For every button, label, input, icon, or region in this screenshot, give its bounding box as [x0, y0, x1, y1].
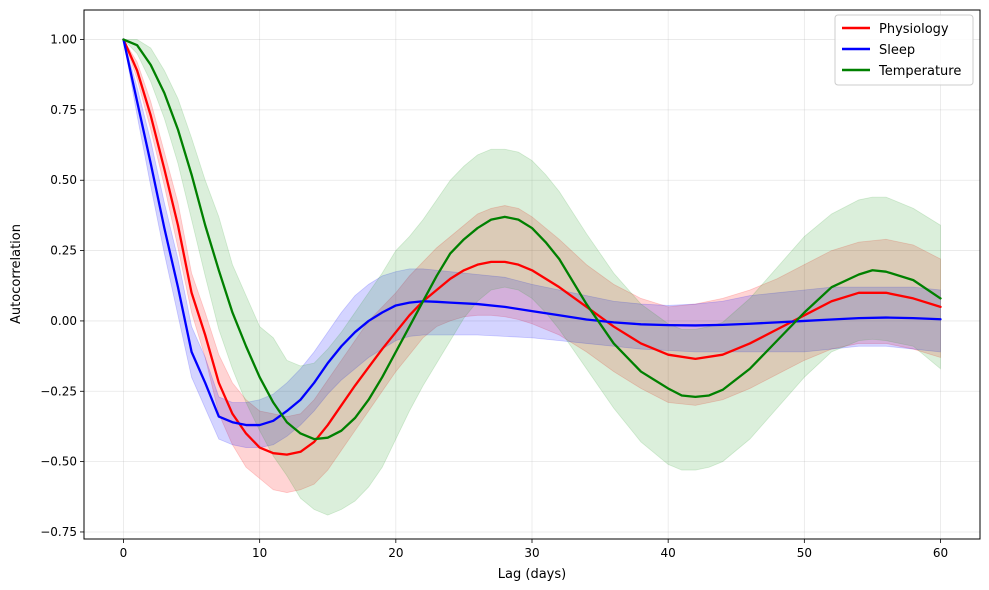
y-tick-label: 0.25 [50, 244, 77, 258]
legend-label-sleep: Sleep [879, 43, 915, 58]
x-tick-label: 20 [388, 546, 403, 560]
legend: Physiology Sleep Temperature [834, 14, 974, 86]
y-axis-label: Autocorrelation [9, 224, 24, 324]
y-tick-label: −0.50 [40, 455, 77, 469]
grid-lines [84, 10, 980, 539]
y-tick-label: −0.75 [40, 525, 77, 539]
legend-label-physiology: Physiology [879, 22, 949, 37]
y-tick-label: 0.75 [50, 103, 77, 117]
y-tick-label: 1.00 [50, 33, 77, 47]
y-tick-label: −0.25 [40, 384, 77, 398]
line-sleep [122, 38, 942, 427]
line-temperature [122, 38, 942, 441]
band-temperature [122, 39, 941, 516]
x-axis-label: Lag (days) [498, 567, 566, 582]
x-tick-label: 50 [797, 546, 812, 560]
y-axis-ticks: −0.75 −0.50 −0.25 0.00 0.25 0.50 0.75 1.00 [40, 33, 84, 539]
series-lines [122, 38, 942, 456]
x-tick-label: 30 [524, 546, 539, 560]
x-tick-label: 0 [120, 546, 128, 560]
x-tick-label: 60 [933, 546, 948, 560]
x-axis-ticks: 0 10 20 30 40 50 60 [120, 539, 948, 560]
x-tick-label: 40 [661, 546, 676, 560]
x-tick-label: 10 [252, 546, 267, 560]
band-sleep [123, 39, 941, 448]
legend-label-temperature: Temperature [878, 64, 961, 79]
line-physiology [122, 38, 942, 456]
y-tick-label: 0.00 [50, 314, 77, 328]
y-tick-label: 0.50 [50, 173, 77, 187]
legend-box [834, 14, 974, 86]
